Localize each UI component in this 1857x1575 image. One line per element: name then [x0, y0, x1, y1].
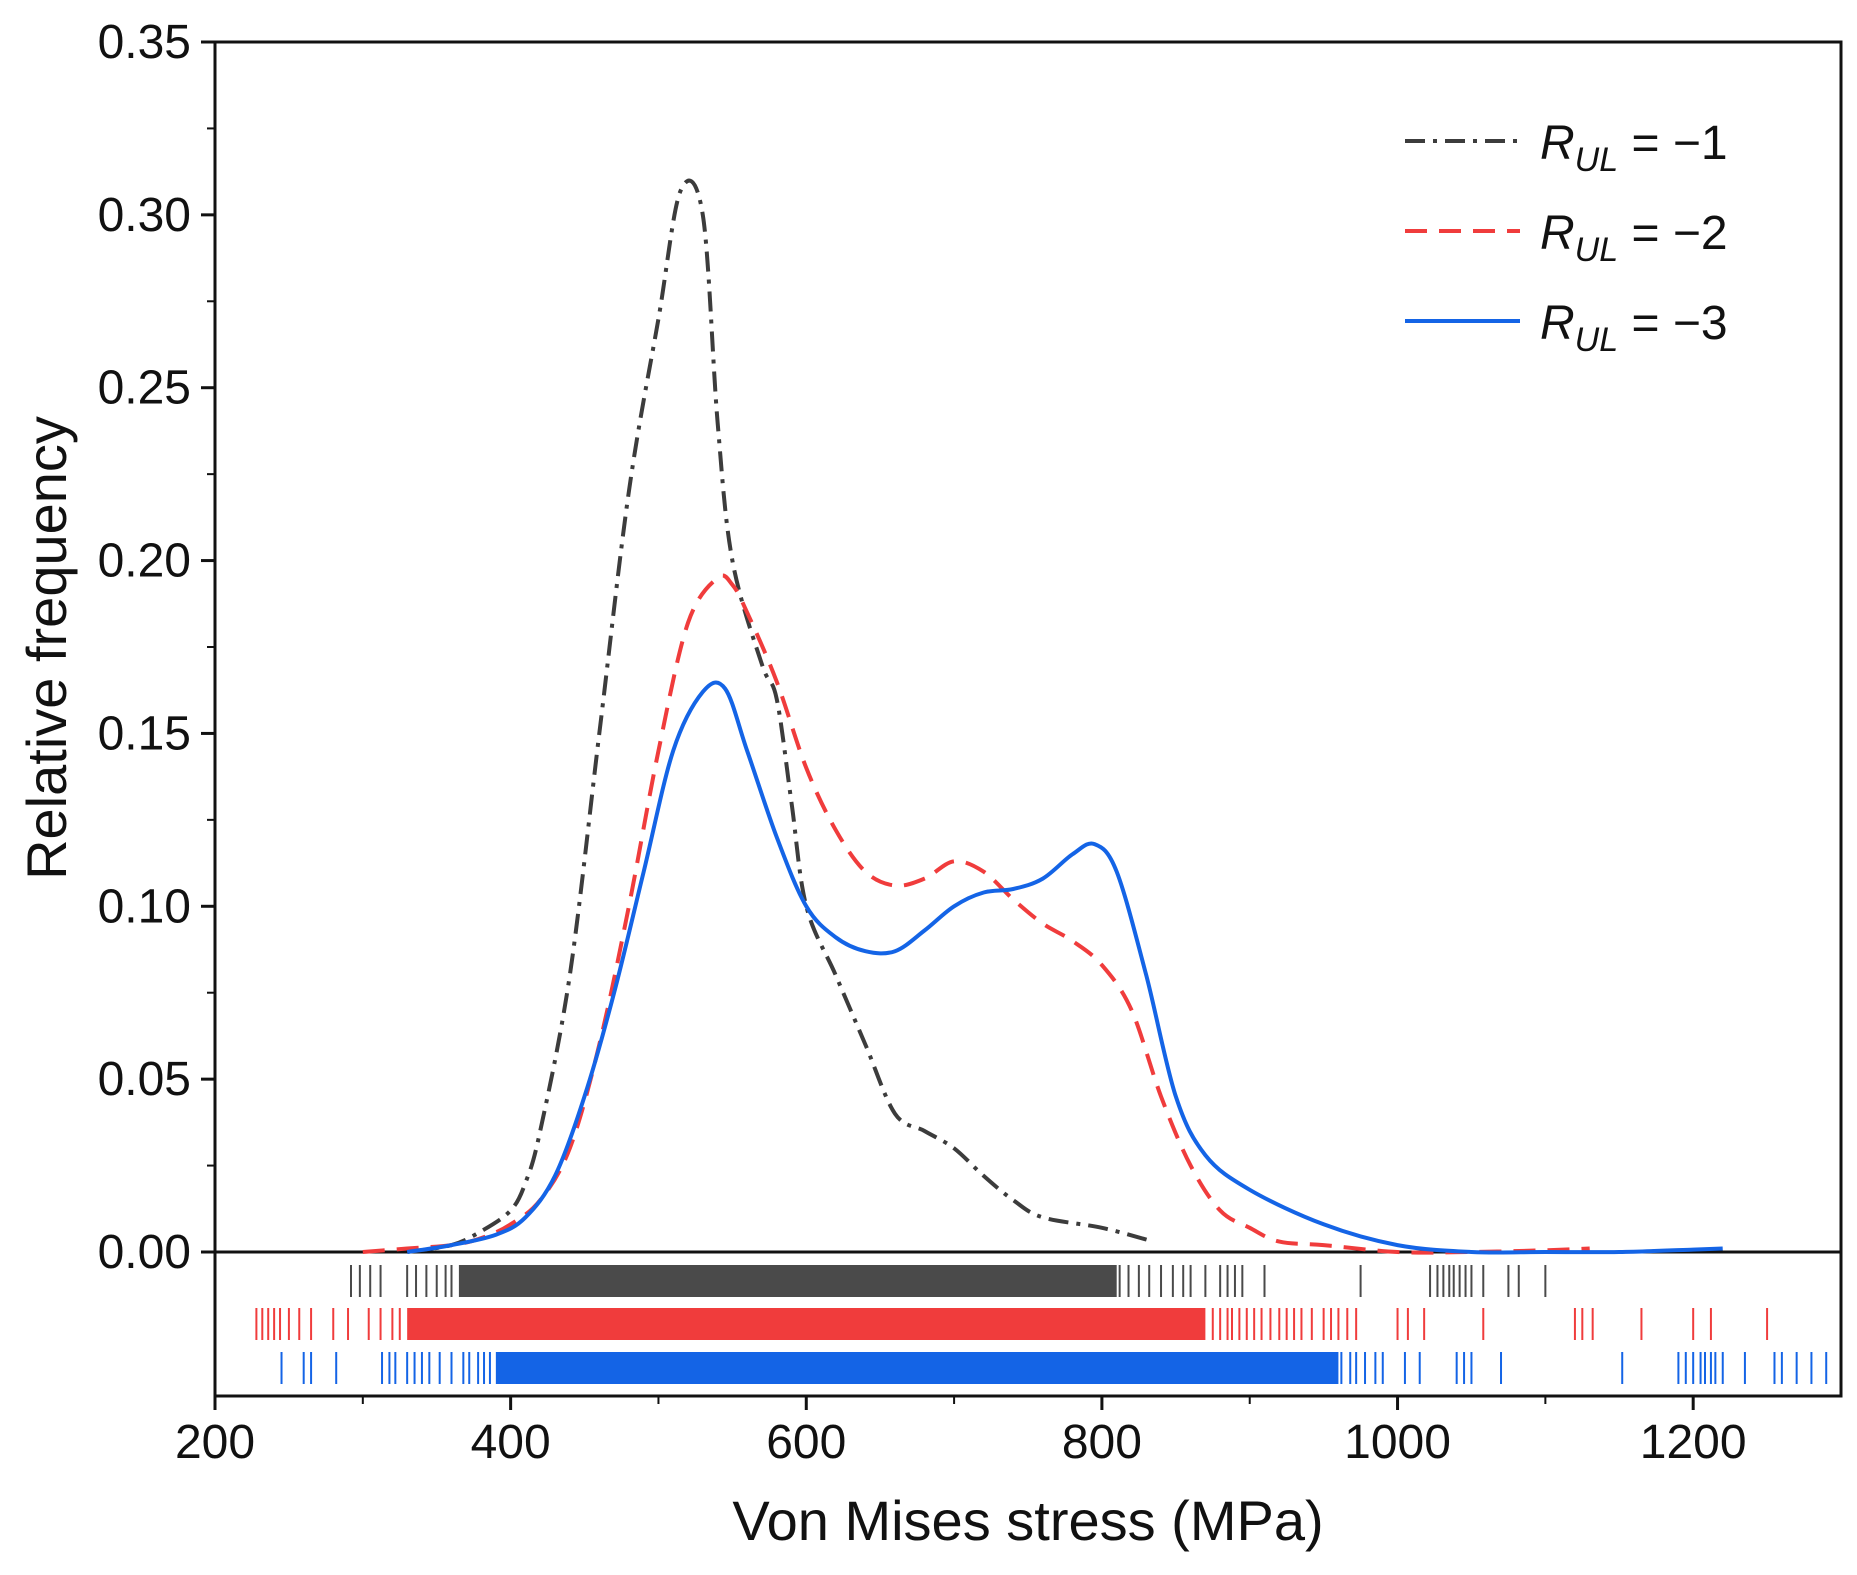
legend-entry-1: RUL = −1 — [1405, 117, 1728, 179]
legend-label-2: RUL = −2 — [1540, 207, 1728, 269]
y-tick-label-4: 0.20 — [98, 535, 191, 588]
series-lines — [362, 178, 1723, 1255]
series-line-1 — [406, 178, 1155, 1254]
axis-ticks: 0.00 0.05 0.10 0.15 0.20 0.25 0.30 0.35 200 400 60… — [98, 16, 1747, 1469]
y-tick-label-1: 0.05 — [98, 1053, 191, 1106]
legend-value-3: = −3 — [1618, 297, 1727, 350]
series-line-3 — [406, 680, 1723, 1255]
rug-band-2 — [407, 1308, 1206, 1340]
x-tick-label-2: 600 — [766, 1416, 846, 1469]
legend-entry-3: RUL = −3 — [1405, 297, 1728, 359]
x-tick-label-3: 800 — [1062, 1416, 1142, 1469]
x-tick-label-5: 1200 — [1640, 1416, 1747, 1469]
legend-value-2: = −2 — [1618, 207, 1727, 260]
legend: RUL = −1 RUL = −2 RUL = −3 — [1405, 117, 1728, 359]
y-tick-label-3: 0.15 — [98, 707, 191, 760]
legend-symbol-1: R — [1540, 117, 1575, 170]
x-tick-label-0: 200 — [175, 1416, 255, 1469]
x-axis-title: Von Mises stress (MPa) — [732, 1489, 1323, 1552]
y-tick-label-6: 0.30 — [98, 189, 191, 242]
x-tick-label-4: 1000 — [1344, 1416, 1451, 1469]
rug-band-1 — [458, 1265, 1117, 1297]
y-tick-label-7: 0.35 — [98, 16, 191, 69]
y-tick-label-5: 0.25 — [98, 362, 191, 415]
x-tick-label-1: 400 — [471, 1416, 551, 1469]
legend-symbol-3: R — [1540, 297, 1575, 350]
y-axis-title: Relative frequency — [15, 416, 78, 880]
y-tick-label-2: 0.10 — [98, 880, 191, 933]
plot-frame — [213, 40, 1843, 1398]
y-tick-label-0: 0.00 — [98, 1226, 191, 1279]
legend-label-3: RUL = −3 — [1540, 297, 1728, 359]
legend-symbol-2: R — [1540, 207, 1575, 260]
rug-band-3 — [495, 1352, 1339, 1384]
legend-label-1: RUL = −1 — [1540, 117, 1728, 179]
legend-subscript-3: UL — [1575, 321, 1618, 359]
legend-subscript-1: UL — [1575, 141, 1618, 179]
legend-value-1: = −1 — [1618, 117, 1727, 170]
series-line-2 — [362, 573, 1590, 1255]
legend-entry-2: RUL = −2 — [1405, 207, 1728, 269]
rug-plot — [255, 1265, 1828, 1384]
legend-subscript-2: UL — [1575, 231, 1618, 269]
